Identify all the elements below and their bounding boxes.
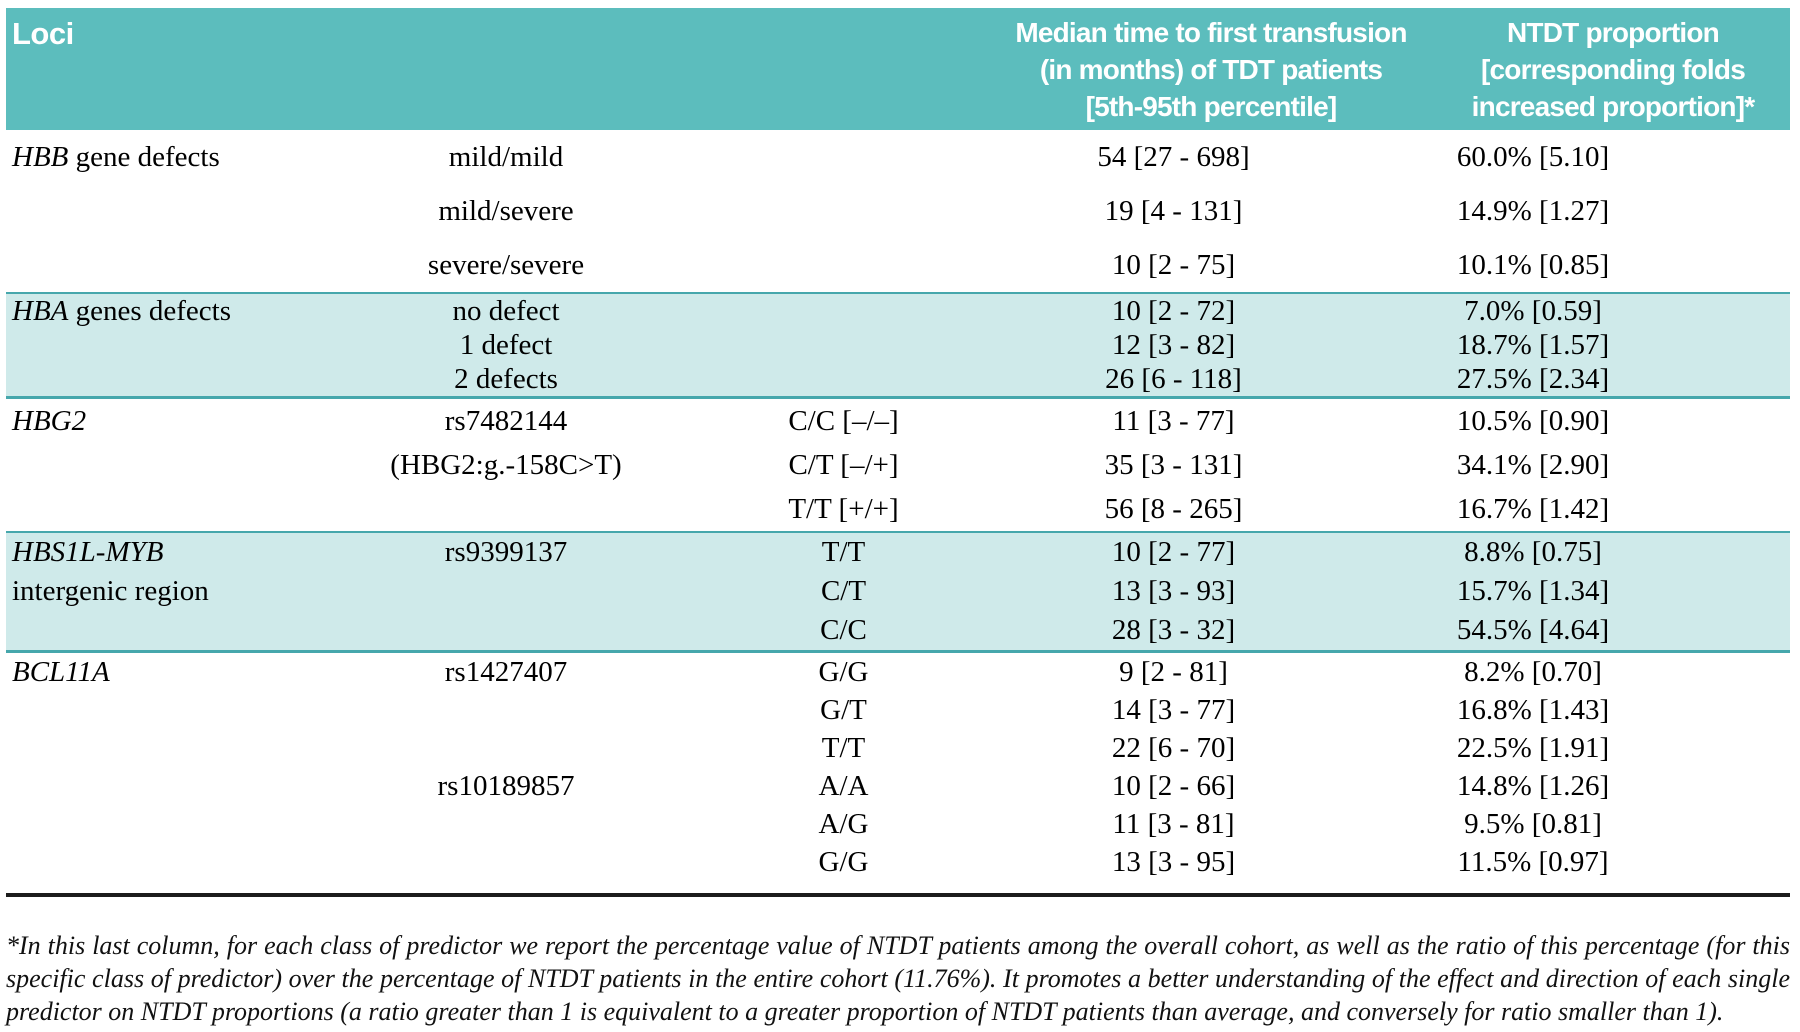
cell-ntdt: 22.5% [1.91]	[1456, 731, 1610, 764]
cell-median: 22 [6 - 70]	[1111, 731, 1236, 764]
gene-name: BCL11A	[12, 656, 110, 688]
cell-genotype: T/T	[821, 731, 866, 764]
cell-snp	[341, 691, 671, 729]
cell-median: 28 [3 - 32]	[1111, 614, 1236, 646]
cell-median: 56 [8 - 265]	[1104, 492, 1243, 525]
cell-genotype: C/T [–/+]	[788, 448, 899, 481]
cell-median: 11 [3 - 81]	[1112, 807, 1235, 840]
cell-genotype: G/G	[818, 655, 869, 688]
cell-genotype: C/T	[820, 575, 867, 607]
cell-snp	[341, 843, 671, 881]
cell-ntdt: 7.0% [0.59]	[1464, 294, 1602, 327]
locus-suffix: genes defects	[68, 295, 232, 327]
cell-median: 10 [2 - 66]	[1111, 769, 1236, 802]
locus-label: HBB gene defects	[6, 130, 341, 292]
cell-snp: rs7482144	[444, 404, 568, 437]
cell-ntdt: 11.5% [0.97]	[1457, 845, 1609, 878]
cell-median: 54 [27 - 698]	[1097, 140, 1250, 173]
cell-ntdt: 10.5% [0.90]	[1456, 404, 1610, 437]
cell-ntdt: 18.7% [1.57]	[1456, 328, 1610, 361]
cell-ntdt: 10.1% [0.85]	[1456, 248, 1610, 281]
cell-genotype: G/T	[820, 693, 867, 726]
cell-class: no defect	[452, 294, 560, 327]
section-bcl11a: BCL11A rs1427407 G/G 9 [2 - 81] 8.2% [0.…	[6, 653, 1790, 881]
locus-label: HBA genes defects	[6, 294, 341, 396]
cell-snp: rs9399137	[444, 536, 568, 568]
gene-name: HBG2	[12, 405, 87, 437]
locus-label: HBG2	[6, 399, 341, 531]
cell-genotype: C/C [–/–]	[788, 404, 899, 437]
cell-snp	[341, 805, 671, 843]
locus-label: HBS1L-MYB intergenic region	[6, 533, 341, 650]
cell-ntdt: 15.7% [1.34]	[1456, 575, 1610, 607]
cell-genotype: T/T [+/+]	[788, 492, 899, 525]
cell-median: 9 [2 - 81]	[1119, 655, 1228, 688]
cell-genotype	[671, 294, 1016, 328]
cell-class: mild/mild	[448, 140, 564, 173]
gene-name: HBS1L-MYB	[12, 536, 164, 568]
cell-snp: rs1427407	[444, 655, 568, 688]
section-hbb: HBB gene defects mild/mild 54 [27 - 698]…	[6, 130, 1790, 292]
cell-ntdt: 16.7% [1.42]	[1456, 492, 1610, 525]
cell-median: 12 [3 - 82]	[1111, 328, 1236, 361]
cell-genotype	[671, 328, 1016, 362]
cell-class: 2 defects	[454, 362, 558, 395]
cell-ntdt: 60.0% [5.10]	[1456, 140, 1610, 173]
cell-genotype: A/G	[818, 807, 869, 840]
cell-snp	[341, 611, 671, 650]
cell-genotype: G/G	[818, 845, 869, 878]
cell-median: 35 [3 - 131]	[1104, 448, 1243, 481]
cell-class: severe/severe	[427, 248, 585, 281]
cell-ntdt: 34.1% [2.90]	[1456, 448, 1610, 481]
cell-ntdt: 14.8% [1.26]	[1456, 769, 1610, 802]
locus-suffix: gene defects	[68, 141, 220, 173]
cell-ntdt: 54.5% [4.64]	[1456, 614, 1610, 646]
cell-snp	[341, 729, 671, 767]
cell-ntdt: 14.9% [1.27]	[1456, 194, 1610, 227]
cell-ntdt: 8.2% [0.70]	[1464, 655, 1602, 688]
cell-snp: rs10189857	[437, 769, 575, 802]
cell-class: mild/severe	[438, 194, 574, 227]
cell-snp: (HBG2:g.-158C>T)	[390, 448, 622, 481]
cell-ntdt: 8.8% [0.75]	[1464, 536, 1602, 568]
footnote: *In this last column, for each class of …	[6, 931, 1790, 1026]
section-hba: HBA genes defects no defect 10 [2 - 72] …	[6, 292, 1790, 399]
section-hbg2: HBG2 rs7482144 C/C [–/–] 11 [3 - 77] 10.…	[6, 399, 1790, 531]
locus-line2: intergenic region	[12, 575, 209, 607]
cell-genotype	[671, 184, 1016, 238]
table-header: Loci Median time to first transfusion (i…	[6, 8, 1790, 130]
cell-median: 26 [6 - 118]	[1105, 362, 1242, 395]
cell-genotype: A/A	[818, 769, 869, 802]
cell-median: 19 [4 - 131]	[1104, 194, 1243, 227]
cell-snp	[341, 572, 671, 611]
cell-median: 10 [2 - 72]	[1111, 294, 1236, 327]
cell-snp	[341, 487, 671, 531]
cell-genotype: T/T	[821, 536, 866, 568]
header-ntdt-proportion: NTDT proportion [corresponding folds inc…	[1471, 16, 1755, 122]
cell-median: 11 [3 - 77]	[1112, 404, 1235, 437]
cell-class: 1 defect	[459, 328, 553, 361]
cell-median: 13 [3 - 93]	[1111, 575, 1236, 607]
cell-genotype: C/C	[820, 614, 867, 646]
cell-ntdt: 16.8% [1.43]	[1456, 693, 1610, 726]
cell-genotype	[671, 362, 1016, 396]
cell-genotype	[671, 130, 1016, 184]
cell-ntdt: 9.5% [0.81]	[1464, 807, 1602, 840]
cell-median: 13 [3 - 95]	[1111, 845, 1236, 878]
locus-label: BCL11A	[6, 653, 341, 881]
cell-genotype	[671, 238, 1016, 292]
genetics-table: Loci Median time to first transfusion (i…	[6, 8, 1790, 1028]
cell-median: 10 [2 - 75]	[1111, 248, 1236, 281]
header-loci: Loci	[12, 16, 74, 51]
header-median-time: Median time to first transfusion (in mon…	[1015, 16, 1407, 122]
section-hbs1l-myb: HBS1L-MYB intergenic region rs9399137 T/T…	[6, 531, 1790, 653]
cell-median: 10 [2 - 77]	[1111, 536, 1236, 568]
cell-ntdt: 27.5% [2.34]	[1456, 362, 1610, 395]
gene-name: HBA	[12, 295, 69, 327]
gene-name: HBB	[12, 141, 69, 173]
bottom-rule	[6, 893, 1790, 897]
cell-median: 14 [3 - 77]	[1111, 693, 1236, 726]
